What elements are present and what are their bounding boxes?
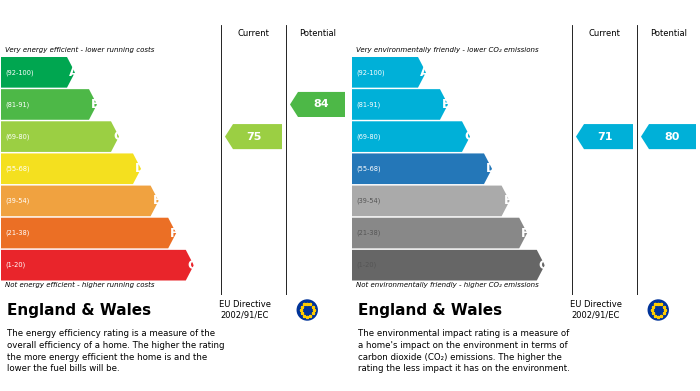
Text: EU Directive
2002/91/EC: EU Directive 2002/91/EC: [570, 300, 622, 320]
Polygon shape: [1, 121, 119, 152]
Text: Not energy efficient - higher running costs: Not energy efficient - higher running co…: [5, 282, 155, 289]
Text: EU Directive
2002/91/EC: EU Directive 2002/91/EC: [218, 300, 271, 320]
Polygon shape: [1, 153, 141, 184]
Text: 80: 80: [665, 132, 680, 142]
Text: England & Wales: England & Wales: [7, 303, 151, 317]
Text: A: A: [69, 66, 78, 79]
Polygon shape: [1, 89, 97, 120]
Text: (92-100): (92-100): [5, 69, 34, 75]
Text: Potential: Potential: [650, 29, 687, 38]
Text: (81-91): (81-91): [356, 101, 380, 108]
Text: (55-68): (55-68): [356, 165, 381, 172]
Text: (92-100): (92-100): [356, 69, 384, 75]
Text: The energy efficiency rating is a measure of the
overall efficiency of a home. T: The energy efficiency rating is a measur…: [7, 329, 225, 373]
Text: F: F: [170, 226, 178, 240]
Polygon shape: [352, 153, 492, 184]
Text: The environmental impact rating is a measure of
a home's impact on the environme: The environmental impact rating is a mea…: [358, 329, 570, 373]
Text: A: A: [420, 66, 430, 79]
Text: Environmental Impact (CO₂) Rating: Environmental Impact (CO₂) Rating: [357, 6, 589, 19]
Polygon shape: [352, 57, 426, 88]
Text: Potential: Potential: [299, 29, 336, 38]
Text: (81-91): (81-91): [5, 101, 29, 108]
Text: F: F: [522, 226, 530, 240]
Text: Energy Efficiency Rating: Energy Efficiency Rating: [6, 6, 169, 19]
Text: (39-54): (39-54): [5, 197, 29, 204]
Text: (21-38): (21-38): [5, 230, 29, 236]
Text: 75: 75: [246, 132, 261, 142]
Polygon shape: [290, 92, 345, 117]
Text: E: E: [503, 194, 512, 207]
Polygon shape: [352, 89, 448, 120]
Text: Not environmentally friendly - higher CO₂ emissions: Not environmentally friendly - higher CO…: [356, 282, 539, 289]
Polygon shape: [1, 218, 176, 248]
Text: B: B: [442, 98, 452, 111]
Polygon shape: [225, 124, 282, 149]
Text: E: E: [153, 194, 161, 207]
Polygon shape: [641, 124, 696, 149]
Text: D: D: [135, 162, 146, 175]
Text: (69-80): (69-80): [356, 133, 381, 140]
Polygon shape: [352, 186, 510, 216]
Text: Very environmentally friendly - lower CO₂ emissions: Very environmentally friendly - lower CO…: [356, 47, 538, 53]
Text: G: G: [539, 259, 549, 272]
Text: G: G: [188, 259, 198, 272]
Text: (39-54): (39-54): [356, 197, 380, 204]
Polygon shape: [1, 186, 159, 216]
Polygon shape: [1, 57, 75, 88]
Text: Current: Current: [237, 29, 270, 38]
Text: England & Wales: England & Wales: [358, 303, 502, 317]
Circle shape: [298, 300, 317, 320]
Polygon shape: [352, 250, 545, 280]
Text: (1-20): (1-20): [5, 262, 25, 269]
Text: (55-68): (55-68): [5, 165, 29, 172]
Text: Very energy efficient - lower running costs: Very energy efficient - lower running co…: [5, 47, 155, 53]
Text: (21-38): (21-38): [356, 230, 380, 236]
Text: (1-20): (1-20): [356, 262, 377, 269]
Text: 84: 84: [314, 99, 329, 109]
Text: C: C: [464, 130, 473, 143]
Text: D: D: [486, 162, 496, 175]
Text: C: C: [113, 130, 122, 143]
Polygon shape: [576, 124, 633, 149]
Polygon shape: [352, 218, 527, 248]
Text: Current: Current: [589, 29, 620, 38]
Text: 71: 71: [596, 132, 612, 142]
Text: B: B: [91, 98, 101, 111]
Circle shape: [648, 300, 668, 320]
Polygon shape: [1, 250, 194, 280]
Text: (69-80): (69-80): [5, 133, 29, 140]
Polygon shape: [352, 121, 470, 152]
